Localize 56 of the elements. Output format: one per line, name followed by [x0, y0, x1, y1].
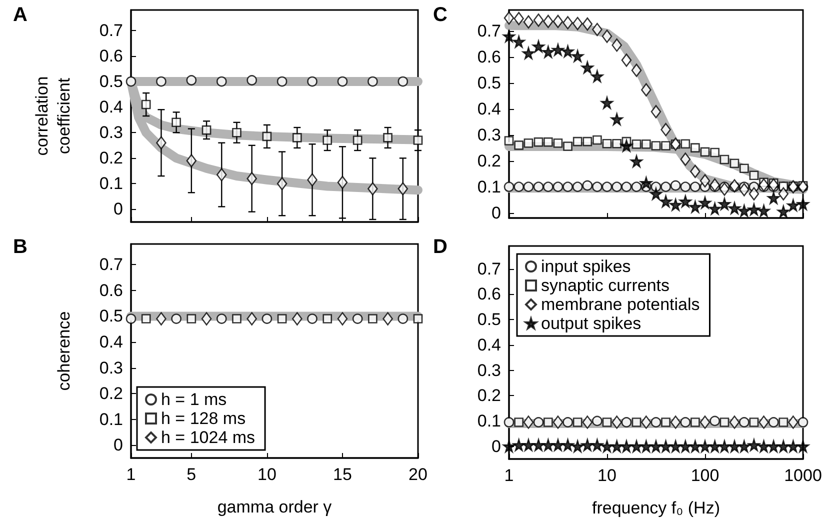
x-tick-label: 10 — [257, 465, 276, 484]
y-tick-label: 0.3 — [99, 123, 123, 142]
y-tick-label: 0.5 — [477, 73, 501, 92]
chart-title: C — [433, 4, 448, 26]
y-tick-label: 0.1 — [477, 177, 501, 196]
chart-title: B — [13, 236, 28, 258]
x-tick-label: 5 — [186, 465, 196, 484]
y-tick-label: 0 — [492, 436, 501, 456]
y-tick-label: 0.6 — [477, 47, 501, 66]
legend-label: h = 1024 ms — [161, 428, 256, 447]
x-tick-label: 100 — [690, 466, 720, 485]
y-tick-label: 0.1 — [477, 411, 501, 430]
y-tick-label: 0.6 — [99, 280, 123, 300]
y-tick-label: 0.3 — [99, 358, 123, 378]
y-axis-title: correlation coefficient — [32, 76, 74, 156]
x-tick-label: 1 — [504, 466, 514, 485]
x-tick-label: 20 — [408, 465, 428, 484]
y-tick-label: 0 — [114, 200, 123, 219]
y-tick-label: 0.2 — [477, 386, 501, 406]
y-tick-label: 0.2 — [99, 384, 123, 404]
legend-label: membrane potentials — [541, 295, 700, 314]
y-tick-label: 0.4 — [99, 332, 123, 352]
x-tick-label: 15 — [333, 465, 352, 484]
legend-label: h = 1 ms — [161, 390, 227, 409]
x-axis-title: frequency f₀ (Hz) — [592, 498, 720, 518]
y-tick-label: 0.2 — [99, 148, 123, 168]
y-tick-label: 0.5 — [99, 306, 123, 326]
chart-title: A — [13, 4, 28, 26]
y-tick-label: 0.4 — [477, 99, 501, 118]
x-tick-label: 10 — [598, 466, 616, 485]
y-tick-label: 0.3 — [477, 125, 501, 144]
y-tick-label: 0.1 — [99, 410, 123, 429]
y-tick-label: 0 — [492, 203, 501, 222]
x-axis-title: gamma order γ — [217, 498, 332, 516]
legend-label: input spikes — [541, 257, 631, 276]
y-tick-label: 0.4 — [99, 98, 123, 117]
x-tick-label: 1000 — [784, 466, 822, 485]
y-tick-label: 0.7 — [477, 259, 501, 278]
legend-label: output spikes — [541, 314, 642, 333]
y-tick-label: 0.3 — [477, 360, 501, 380]
y-tick-label: 0.2 — [477, 151, 501, 170]
y-axis-title: coherence — [54, 311, 74, 391]
y-tick-label: 0.5 — [99, 72, 123, 92]
y-tick-label: 0.7 — [477, 21, 501, 40]
y-tick-label: 0.7 — [99, 255, 123, 274]
y-tick-label: 0.6 — [99, 46, 123, 66]
legend-label: h = 128 ms — [161, 409, 246, 428]
chart-title: D — [433, 236, 448, 258]
y-tick-label: 0.4 — [477, 335, 501, 354]
y-tick-label: 0.7 — [99, 20, 123, 40]
y-tick-label: 0 — [114, 436, 123, 455]
y-tick-label: 0.6 — [477, 284, 501, 304]
y-tick-label: 0.1 — [99, 174, 123, 194]
legend-label: synaptic currents — [541, 276, 670, 295]
x-tick-label: 1 — [126, 465, 136, 484]
y-tick-label: 0.5 — [477, 310, 501, 330]
